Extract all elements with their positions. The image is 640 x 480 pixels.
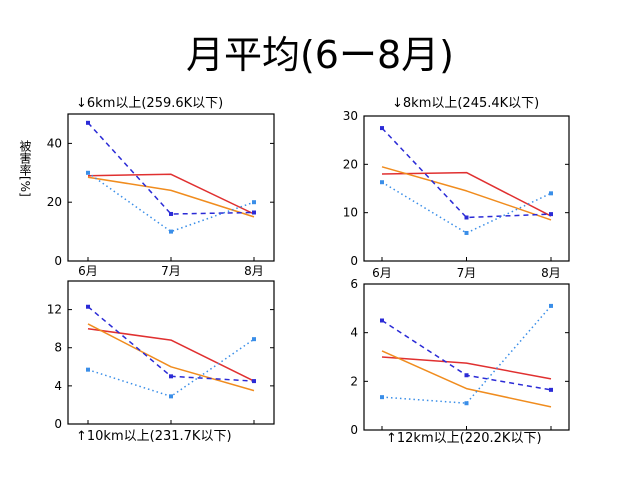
y-axis-label: 被害率[%] — [18, 140, 32, 197]
panel-4-series-4-point-1 — [464, 401, 469, 406]
panel-2-xtick-label-1: 7月 — [457, 266, 477, 280]
panel-3-ytick-label-1: 4 — [54, 379, 62, 393]
panel-1-series-4-point-0 — [86, 170, 90, 175]
panel-2-series-4-point-0 — [380, 180, 384, 185]
panel-1-xtick-label-2: 8月 — [244, 264, 264, 278]
panel-3-ytick-label-0: 0 — [54, 417, 62, 431]
panel-1-ytick-label-2: 40 — [47, 136, 62, 150]
panel-2-series-3-point-0 — [380, 126, 384, 131]
panel-3-series-3-point-0 — [86, 304, 90, 309]
panel-4-ytick-label-3: 6 — [350, 277, 358, 291]
panel-3-series-4-point-2 — [252, 337, 256, 342]
panel-2-title: ↓8km以上(245.4K以下) — [392, 96, 540, 111]
panel-4-series-4-point-2 — [549, 303, 553, 308]
panel-2-series-4-point-2 — [549, 191, 553, 196]
panel-3-title: ↑10km以上(231.7K以下) — [76, 429, 232, 444]
panel-2-series-3-point-1 — [464, 215, 469, 220]
panel-4-series-3-point-2 — [549, 387, 553, 392]
panel-3-series-3-line — [87, 306, 255, 382]
panel-3-series-1-line — [87, 327, 255, 382]
panel-1-series-1-line — [87, 173, 255, 215]
panel-2-series-3-point-2 — [549, 212, 553, 217]
panel-3-ytick-label-2: 8 — [54, 341, 62, 355]
panel-4-title: ↑12km以上(220.2K以下) — [386, 431, 542, 446]
panel-4-ytick-label-0: 0 — [350, 423, 358, 437]
panel-2-frame — [363, 115, 570, 262]
panel-2-xtick-label-0: 6月 — [372, 266, 392, 280]
panel-3-frame — [67, 280, 275, 425]
panel-4-series-1-line — [381, 356, 552, 380]
panel-2-series-4-line — [381, 181, 552, 234]
panel-3-series-4-line — [87, 338, 255, 398]
panel-4-series-4-line — [381, 305, 552, 404]
panel-1-xtick-label-0: 6月 — [78, 264, 98, 278]
panel-2-xtick-label-2: 8月 — [541, 266, 561, 280]
panel-3-series-3-point-2 — [252, 379, 256, 384]
panel-3-series-4-point-0 — [86, 367, 90, 372]
panel-3-ytick-label-3: 12 — [47, 303, 62, 317]
panel-4-series-3-point-0 — [380, 318, 384, 323]
panel-2-ytick-label-0: 0 — [350, 254, 358, 268]
panel-1-xtick-label-1: 7月 — [161, 264, 181, 278]
panel-1-frame — [67, 113, 275, 262]
panel-2-ytick-label-1: 10 — [343, 206, 358, 220]
panel-3-series-4-point-1 — [169, 394, 173, 399]
panel-1-series-4-point-2 — [252, 200, 256, 205]
panel-2-series-2-line — [381, 166, 552, 221]
panel-1-series-3-point-1 — [169, 211, 173, 216]
panel-4-ytick-label-2: 4 — [350, 326, 358, 340]
panel-4-series-3-line — [381, 319, 552, 391]
page-title: 月平均(6ー8月) — [185, 33, 454, 77]
panel-2-series-1-line — [381, 171, 552, 217]
panel-4-series-4-point-0 — [380, 395, 384, 400]
panel-4-ytick-label-1: 2 — [350, 374, 358, 388]
panel-3-series-3-point-1 — [169, 374, 173, 379]
panel-1-series-3-line — [87, 122, 255, 215]
panel-2-ytick-label-2: 20 — [343, 157, 358, 171]
panel-1-series-3-point-2 — [252, 210, 256, 215]
panel-3-series-2-line — [87, 323, 255, 392]
panel-4-series-3-point-1 — [464, 373, 469, 378]
panel-1-series-2-line — [87, 176, 255, 218]
panel-4-series-2-line — [381, 350, 552, 408]
panel-1-series-4-point-1 — [169, 229, 173, 234]
panel-1-ytick-label-0: 0 — [54, 254, 62, 268]
panel-2-ytick-label-3: 30 — [343, 109, 358, 123]
panel-2-series-4-point-1 — [464, 230, 469, 235]
panel-1-title: ↓6km以上(259.6K以下) — [76, 96, 224, 111]
panel-1-ytick-label-1: 20 — [47, 195, 62, 209]
panel-1-series-3-point-0 — [86, 120, 90, 125]
